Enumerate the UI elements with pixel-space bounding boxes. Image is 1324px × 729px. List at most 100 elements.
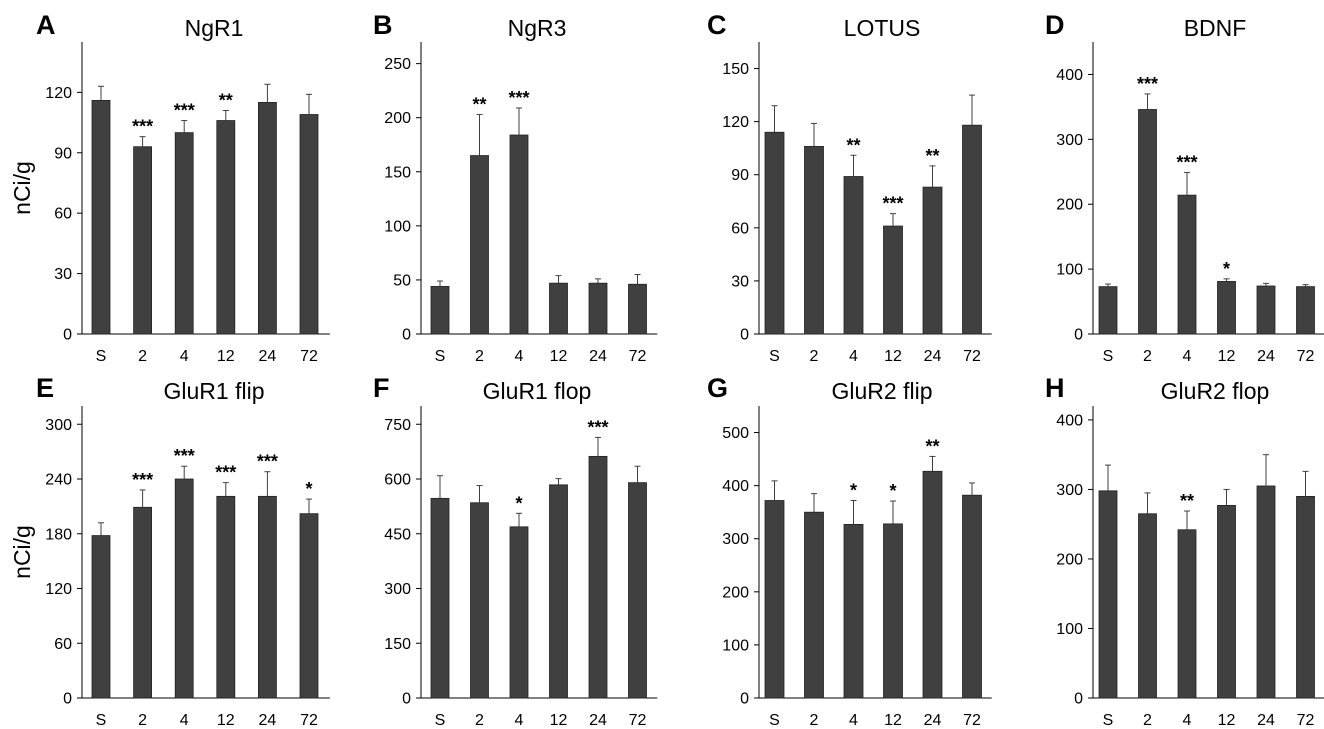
panel-letter: E xyxy=(36,373,54,403)
bar xyxy=(430,497,450,699)
bar xyxy=(922,186,943,335)
x-tick-label: 24 xyxy=(259,712,277,729)
y-tick-label: 100 xyxy=(722,637,749,654)
bar xyxy=(962,494,982,699)
panel-letter: D xyxy=(1045,10,1065,40)
y-tick-label: 400 xyxy=(1056,67,1083,84)
bar xyxy=(1296,286,1315,335)
significance-marker: ** xyxy=(925,146,939,166)
x-tick-label: 12 xyxy=(217,348,235,365)
significance-marker: ** xyxy=(1180,491,1194,511)
y-tick-label: 300 xyxy=(1056,132,1083,149)
bar xyxy=(470,155,489,335)
bar xyxy=(764,500,785,699)
y-tick-label: 60 xyxy=(731,220,749,237)
y-tick-label: 150 xyxy=(384,164,411,181)
significance-marker: ** xyxy=(472,94,486,114)
panel-title: NgR1 xyxy=(185,15,244,41)
significance-marker: *** xyxy=(882,194,903,214)
bar xyxy=(257,495,277,699)
significance-marker: * xyxy=(515,493,522,513)
bar xyxy=(883,523,903,699)
significance-marker: * xyxy=(305,479,312,499)
significance-marker: * xyxy=(850,481,857,501)
x-tick-label: 2 xyxy=(810,712,819,729)
x-tick-label: 12 xyxy=(550,712,568,729)
y-tick-label: 50 xyxy=(393,272,411,289)
y-tick-label: 450 xyxy=(384,526,411,543)
x-tick-label: 12 xyxy=(550,348,568,365)
bar xyxy=(1177,529,1197,699)
bar xyxy=(843,523,864,699)
bar xyxy=(1138,513,1157,699)
significance-marker: ** xyxy=(925,436,939,456)
panel-letter: A xyxy=(36,10,56,40)
y-tick-label: 0 xyxy=(63,691,72,708)
y-tick-label: 750 xyxy=(384,417,411,434)
x-tick-label: 2 xyxy=(1143,712,1152,729)
y-tick-label: 0 xyxy=(402,327,411,344)
y-tick-label: 150 xyxy=(722,61,749,78)
y-tick-label: 90 xyxy=(54,145,72,162)
x-tick-label: 12 xyxy=(884,348,902,365)
y-tick-label: 150 xyxy=(384,636,411,653)
bar xyxy=(1217,505,1236,699)
x-tick-label: 72 xyxy=(300,348,318,365)
y-tick-label: 120 xyxy=(722,114,749,131)
bar xyxy=(430,286,450,335)
y-tick-label: 0 xyxy=(402,691,411,708)
y-tick-label: 240 xyxy=(45,472,72,489)
panel-title: NgR3 xyxy=(508,15,567,41)
x-tick-label: 72 xyxy=(629,348,647,365)
y-tick-label: 120 xyxy=(45,581,72,598)
bar xyxy=(922,470,943,699)
bar xyxy=(628,283,647,335)
bar xyxy=(257,102,277,335)
x-tick-label: S xyxy=(769,348,780,365)
x-tick-label: 24 xyxy=(1257,712,1275,729)
significance-marker: *** xyxy=(132,470,153,490)
y-axis-label: nCi/g xyxy=(9,161,35,215)
y-tick-label: 90 xyxy=(731,167,749,184)
x-tick-label: S xyxy=(96,348,107,365)
y-tick-label: 400 xyxy=(722,478,749,495)
x-tick-label: 24 xyxy=(1257,348,1275,365)
bar xyxy=(91,535,111,699)
bar xyxy=(588,455,608,699)
x-tick-label: 4 xyxy=(1183,712,1192,729)
bar xyxy=(628,482,647,699)
x-tick-label: 24 xyxy=(924,712,942,729)
y-tick-label: 400 xyxy=(1056,412,1083,429)
x-tick-label: 2 xyxy=(475,712,484,729)
significance-marker: *** xyxy=(257,452,278,472)
panel-letter: C xyxy=(707,10,727,40)
y-tick-label: 0 xyxy=(1074,691,1083,708)
bar xyxy=(764,131,785,335)
x-tick-label: 24 xyxy=(924,348,942,365)
bar xyxy=(1217,281,1236,335)
x-tick-label: 2 xyxy=(475,348,484,365)
y-axis-label: nCi/g xyxy=(9,525,35,579)
y-tick-label: 200 xyxy=(384,110,411,127)
x-tick-label: 4 xyxy=(849,712,858,729)
panel-title: BDNF xyxy=(1184,15,1247,41)
significance-marker: ** xyxy=(846,135,860,155)
significance-marker: * xyxy=(1223,259,1230,279)
x-tick-label: 12 xyxy=(884,712,902,729)
bar xyxy=(133,146,153,335)
bar xyxy=(549,282,568,335)
bar xyxy=(804,511,824,699)
bar xyxy=(216,495,236,699)
x-tick-label: 24 xyxy=(589,712,607,729)
x-tick-label: 4 xyxy=(180,712,189,729)
bar xyxy=(883,225,903,335)
y-tick-label: 200 xyxy=(722,584,749,601)
x-tick-label: S xyxy=(435,712,446,729)
bar xyxy=(299,513,319,699)
x-tick-label: 24 xyxy=(589,348,607,365)
y-tick-label: 300 xyxy=(384,581,411,598)
x-tick-label: S xyxy=(769,712,780,729)
significance-marker: *** xyxy=(132,117,153,137)
x-tick-label: S xyxy=(435,348,446,365)
